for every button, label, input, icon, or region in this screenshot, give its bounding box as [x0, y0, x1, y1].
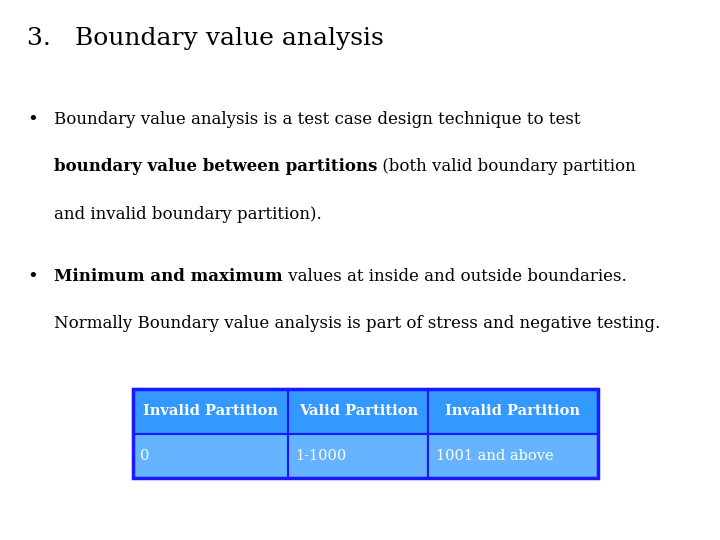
- Text: 3.   Boundary value analysis: 3. Boundary value analysis: [27, 27, 384, 50]
- Text: Invalid Partition: Invalid Partition: [143, 404, 278, 418]
- Bar: [133, 389, 598, 478]
- Text: Valid Partition: Valid Partition: [299, 404, 418, 418]
- Text: Invalid Partition: Invalid Partition: [446, 404, 580, 418]
- Text: (both valid boundary partition: (both valid boundary partition: [377, 158, 636, 175]
- Text: Minimum and maximum: Minimum and maximum: [54, 268, 283, 285]
- Bar: [288, 434, 428, 478]
- Text: •: •: [27, 268, 38, 286]
- Bar: [428, 389, 598, 434]
- Text: Boundary value analysis is a test case design technique to test: Boundary value analysis is a test case d…: [54, 111, 580, 127]
- Text: 0: 0: [140, 449, 150, 463]
- Text: Normally Boundary value analysis is part of stress and negative testing.: Normally Boundary value analysis is part…: [54, 315, 660, 332]
- Text: and invalid boundary partition).: and invalid boundary partition).: [54, 206, 322, 222]
- Bar: [133, 434, 288, 478]
- Text: 1-1000: 1-1000: [295, 449, 346, 463]
- Text: •: •: [27, 111, 38, 129]
- Text: boundary value between partitions: boundary value between partitions: [54, 158, 377, 175]
- Bar: [133, 389, 288, 434]
- Text: 1001 and above: 1001 and above: [436, 449, 553, 463]
- Bar: [288, 389, 428, 434]
- Bar: [428, 434, 598, 478]
- Text: values at inside and outside boundaries.: values at inside and outside boundaries.: [283, 268, 626, 285]
